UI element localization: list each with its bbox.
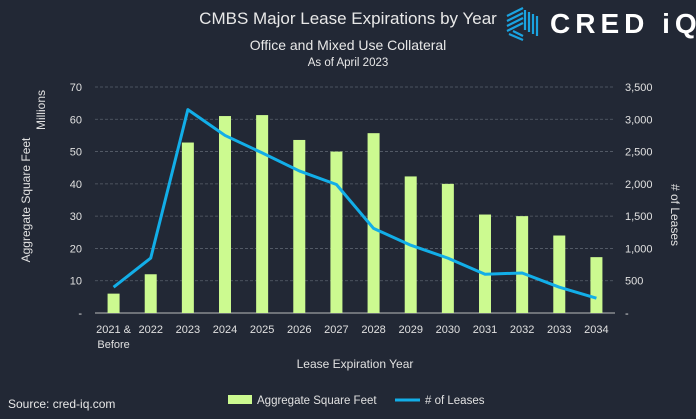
x-tick-label: 2023 [176, 324, 200, 336]
y2-tick-label: 2,000 [625, 179, 653, 191]
y-tick-label: 10 [70, 276, 82, 288]
y2-tick-label: 2,500 [625, 147, 653, 159]
x-tick-label: 2031 [473, 324, 497, 336]
bar [590, 257, 603, 313]
y-tick-label: - [78, 308, 82, 320]
bar [553, 235, 566, 313]
x-tick-label: 2029 [398, 324, 422, 336]
source-note: Source: cred-iq.com [8, 397, 116, 411]
bar [181, 142, 194, 313]
y2-tick-label: 3,500 [625, 82, 653, 94]
y-tick-label: 40 [70, 179, 82, 191]
bar [219, 116, 231, 313]
y-tick-label: 70 [70, 82, 82, 94]
y2-tick-label: 1,000 [625, 243, 653, 255]
y2-tick-label: 500 [625, 276, 643, 288]
x-tick-label: 2021 & [96, 324, 132, 336]
x-axis-title: Lease Expiration Year [297, 357, 414, 371]
y-tick-label: 30 [70, 211, 82, 223]
y-tick-label: 60 [70, 114, 82, 126]
y2-tick-label: - [625, 308, 629, 320]
x-tick-label: 2033 [547, 324, 571, 336]
bar [144, 274, 157, 313]
bar [367, 133, 380, 313]
cred-iq-logo-icon [506, 7, 539, 42]
x-tick-label: 2027 [324, 324, 348, 336]
line-series [112, 108, 597, 300]
bar [293, 139, 306, 313]
y2-tick-label: 3,000 [625, 114, 653, 126]
bar [330, 151, 343, 313]
y-axis-title: Aggregate Square Feet [19, 137, 33, 262]
x-tick-label: 2028 [361, 324, 385, 336]
x-tick-label: 2030 [436, 324, 460, 336]
logo-text: CRED iQ [550, 8, 696, 39]
bar [441, 183, 454, 313]
x-tick-label: 2034 [584, 324, 608, 336]
legend-label: Aggregate Square Feet [257, 395, 377, 407]
x-tick-label: Before [97, 339, 129, 351]
legend-bar-swatch [228, 395, 252, 404]
legend-label: # of Leases [425, 395, 485, 407]
chart-subtitle: Office and Mixed Use Collateral [249, 37, 447, 53]
x-tick-label: 2032 [510, 324, 534, 336]
x-tick-label: 2026 [287, 324, 311, 336]
chart-title: CMBS Major Lease Expirations by Year [199, 9, 497, 28]
x-tick-label: 2024 [213, 324, 237, 336]
y2-axis-title: # of Leases [668, 184, 682, 246]
bar [256, 115, 269, 314]
y-tick-label: 50 [70, 147, 82, 159]
bar [516, 216, 529, 313]
chart-date: As of April 2023 [307, 57, 389, 69]
y-tick-label: 20 [70, 243, 82, 255]
x-tick-label: 2022 [138, 324, 162, 336]
y-axis-units: Millions [34, 90, 48, 130]
bar [107, 293, 120, 313]
bar [479, 214, 491, 313]
x-tick-label: 2025 [250, 324, 274, 336]
y2-tick-label: 1,500 [625, 211, 653, 223]
